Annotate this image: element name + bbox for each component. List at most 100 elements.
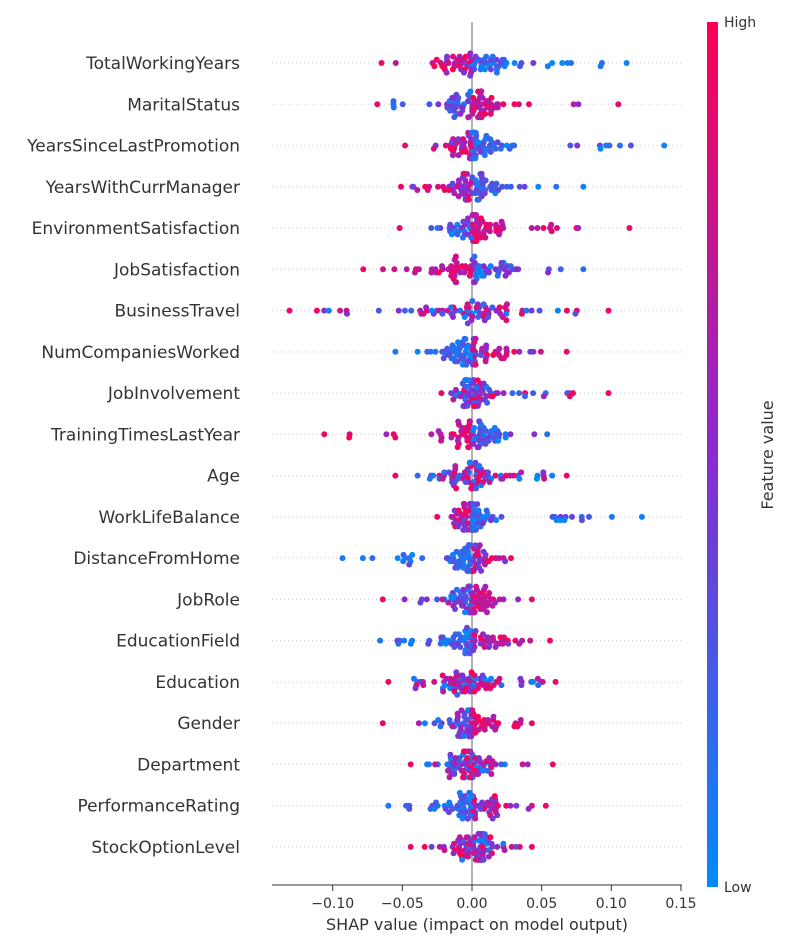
shap-point [487, 834, 494, 841]
feature-label: Department [137, 755, 240, 775]
shap-point [483, 685, 490, 692]
shap-point [414, 348, 421, 355]
shap-point [453, 91, 460, 98]
shap-point [286, 307, 293, 314]
shap-point [527, 637, 534, 644]
shap-point [496, 304, 503, 311]
shap-point [450, 396, 457, 403]
x-axis-ticks: −0.10 −0.05 0.00 0.05 0.10 0.15 [311, 885, 697, 912]
shap-point [474, 444, 481, 451]
shap-point [471, 253, 478, 260]
shap-point [461, 793, 468, 800]
shap-point [483, 507, 490, 514]
shap-point [426, 761, 432, 768]
shap-point [462, 650, 469, 657]
shap-point [462, 479, 469, 485]
shap-point [492, 599, 498, 606]
shap-point [525, 805, 532, 812]
shap-point [459, 263, 466, 270]
shap-point [466, 272, 473, 279]
shap-point [493, 180, 500, 187]
shap-point [500, 840, 507, 847]
shap-point [440, 355, 447, 362]
shap-point [549, 472, 556, 479]
shap-point [495, 720, 502, 727]
shap-point [480, 548, 487, 555]
feature-label: JobRole [176, 590, 240, 610]
shap-point [460, 500, 467, 507]
shap-point [346, 434, 353, 441]
shap-point [507, 431, 514, 438]
shap-point [469, 568, 476, 575]
shap-point [484, 399, 491, 406]
shap-point [392, 472, 399, 479]
shap-point [507, 472, 513, 479]
shap-point [452, 253, 459, 260]
shap-point [448, 513, 455, 520]
shap-point [502, 434, 509, 441]
shap-point [471, 755, 478, 761]
shap-point [494, 390, 501, 397]
shap-point [464, 301, 471, 308]
shap-point [448, 304, 455, 311]
shap-point [465, 114, 472, 121]
shap-point [490, 682, 497, 689]
x-tick-label: −0.10 [311, 896, 354, 912]
shap-point [452, 386, 459, 393]
shap-point [472, 335, 479, 342]
shap-point [528, 596, 535, 603]
shap-point [432, 348, 439, 355]
shap-point [515, 596, 522, 603]
shap-point [369, 555, 376, 562]
shap-point [570, 101, 577, 108]
shap-point [476, 542, 483, 549]
shap-point [511, 348, 518, 355]
shap-point [390, 104, 397, 111]
shap-point [464, 853, 471, 860]
shap-point [541, 475, 548, 482]
shap-point [434, 513, 441, 520]
shap-point [448, 390, 455, 397]
shap-point [448, 139, 455, 146]
shap-point [480, 767, 486, 774]
shap-point [509, 390, 516, 397]
shap-point [486, 386, 493, 393]
shap-point [540, 225, 547, 231]
shap-point [531, 431, 538, 438]
shap-point [421, 843, 428, 850]
shap-point [488, 771, 495, 777]
shap-point [451, 840, 457, 847]
shap-point [467, 88, 474, 95]
shap-point [470, 647, 477, 654]
shap-point [537, 348, 544, 355]
shap-point [438, 437, 445, 444]
shap-point [623, 60, 630, 66]
shap-point [456, 789, 463, 796]
shap-point [464, 624, 470, 631]
shap-point [493, 517, 500, 524]
shap-point [461, 403, 468, 410]
shap-point [473, 238, 480, 244]
shap-point [449, 152, 456, 159]
shap-point [477, 352, 484, 358]
shap-point [453, 669, 460, 676]
shap-point [485, 469, 491, 476]
colorbar-low-label: Low [724, 880, 752, 896]
shap-point [456, 755, 463, 761]
shap-point [486, 479, 493, 485]
shap-point [469, 298, 476, 304]
shap-point [447, 751, 454, 758]
shap-point [549, 60, 556, 66]
shap-point [411, 269, 418, 276]
shap-point [597, 145, 604, 152]
shap-point [478, 272, 485, 279]
shap-point [444, 761, 451, 768]
shap-point [470, 609, 476, 616]
shap-point [480, 263, 487, 270]
shap-point [500, 101, 507, 108]
shap-point [451, 644, 458, 650]
shap-point [482, 358, 489, 365]
shap-point [626, 225, 633, 231]
shap-point [449, 723, 456, 730]
shap-point [426, 101, 433, 108]
